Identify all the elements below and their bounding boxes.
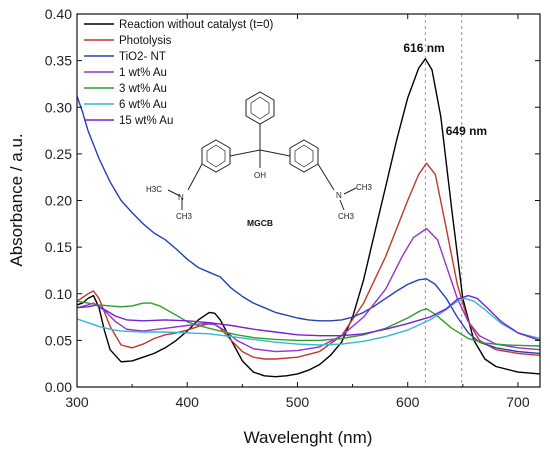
y-tick-labels: 0.00 0.05 0.10 0.15 0.20 0.25 0.30 0.35 0.40: [45, 6, 72, 395]
series-line-5: [77, 297, 540, 346]
left-phenyl-ring: [201, 139, 231, 173]
series-group: [77, 58, 540, 378]
legend-label-2: TiO2- NT: [119, 51, 166, 63]
left-ch3-label: CH3: [176, 212, 193, 221]
legend: Reaction without catalyst (t=0) Photolysi…: [84, 19, 274, 127]
x-tick-labels: 300 400 500 600 700: [65, 394, 530, 410]
right-ch3-top-label: CH3: [356, 183, 373, 192]
bond-left-n: [187, 163, 203, 191]
bond-right-n: [317, 163, 335, 191]
y-tick-label-6: 0.30: [45, 99, 72, 115]
series-line-6: [77, 294, 540, 342]
peak-annotations: 616 nm 649 nm: [403, 41, 487, 138]
oh-label: OH: [254, 171, 266, 180]
annotation-649: 649 nm: [446, 124, 487, 138]
left-phenyl-inner: [206, 144, 226, 168]
right-n-label: N: [336, 191, 342, 200]
mgcb-molecule-structure: [167, 91, 357, 211]
legend-label-5: 6 wt% Au: [119, 99, 167, 111]
right-phenyl-inner: [294, 144, 314, 168]
series-line-2: [77, 95, 540, 355]
molecule-name: MGCB: [247, 218, 273, 228]
bond-left: [229, 149, 261, 157]
left-h3c-label: H3C: [146, 185, 162, 194]
y-axis-title: Absorbance / a.u.: [7, 133, 26, 266]
x-axis-title: Wavelenght (nm): [244, 428, 373, 447]
right-ch3-bottom-label: CH3: [338, 212, 355, 221]
x-tick-label-3: 600: [396, 394, 420, 410]
legend-label-3: 1 wt% Au: [119, 67, 167, 79]
axis-ticks: [76, 13, 540, 388]
series-line-3: [77, 227, 540, 353]
y-tick-label-4: 0.20: [45, 193, 72, 209]
x-tick-label-2: 500: [286, 394, 310, 410]
y-tick-label-7: 0.35: [45, 53, 72, 69]
x-tick-label-0: 300: [65, 394, 89, 410]
molecule-labels: OH N H3C CH3 N CH3 CH3 MGCB: [146, 171, 373, 228]
y-tick-label-2: 0.10: [45, 286, 72, 302]
right-phenyl-ring: [289, 139, 319, 173]
reference-lines: [424, 14, 463, 387]
series-line-0: [77, 58, 540, 378]
y-tick-label-3: 0.15: [45, 239, 72, 255]
y-tick-label-0: 0.00: [45, 379, 72, 395]
legend-label-0: Reaction without catalyst (t=0): [119, 19, 274, 31]
legend-label-1: Photolysis: [119, 35, 172, 47]
x-tick-label-1: 400: [176, 394, 200, 410]
left-n-label: N: [178, 193, 184, 202]
x-tick-label-4: 700: [506, 394, 530, 410]
top-phenyl-inner: [250, 96, 270, 120]
y-tick-label-1: 0.05: [45, 332, 72, 348]
series-line-1: [77, 162, 540, 360]
y-tick-label-8: 0.40: [45, 6, 72, 22]
legend-label-4: 3 wt% Au: [119, 83, 167, 95]
bond-right: [259, 149, 291, 157]
legend-label-6: 15 wt% Au: [119, 115, 173, 127]
bond-right-ch3-bottom: [339, 199, 345, 211]
y-tick-label-5: 0.25: [45, 146, 72, 162]
annotation-616: 616 nm: [403, 41, 444, 55]
bond-right-ch3-top: [343, 187, 357, 195]
bond-left-ch3-top: [167, 189, 181, 197]
